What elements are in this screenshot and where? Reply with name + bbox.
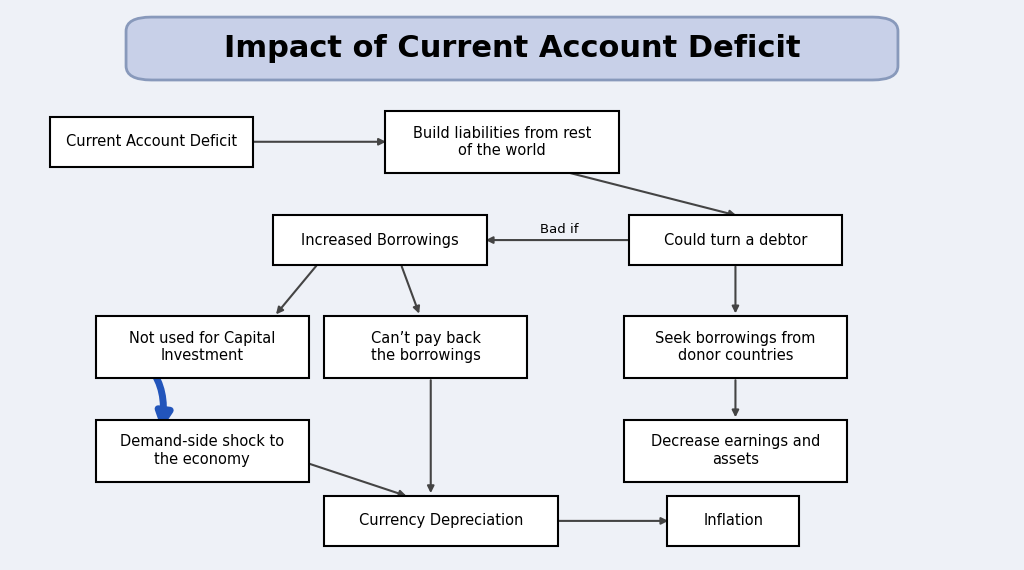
Text: Could turn a debtor: Could turn a debtor (664, 233, 807, 247)
Text: Currency Depreciation: Currency Depreciation (358, 514, 523, 528)
Text: Demand-side shock to
the economy: Demand-side shock to the economy (120, 434, 285, 467)
FancyBboxPatch shape (50, 116, 253, 167)
Text: Bad if: Bad if (541, 222, 579, 235)
FancyBboxPatch shape (624, 316, 847, 378)
FancyBboxPatch shape (126, 17, 898, 80)
FancyBboxPatch shape (95, 316, 309, 378)
FancyBboxPatch shape (629, 215, 842, 266)
Text: Increased Borrowings: Increased Borrowings (301, 233, 459, 247)
Text: Decrease earnings and
assets: Decrease earnings and assets (651, 434, 820, 467)
FancyBboxPatch shape (624, 420, 847, 482)
Text: Inflation: Inflation (703, 514, 764, 528)
Text: Not used for Capital
Investment: Not used for Capital Investment (129, 331, 275, 363)
FancyBboxPatch shape (325, 316, 527, 378)
FancyBboxPatch shape (273, 215, 486, 266)
Text: Build liabilities from rest
of the world: Build liabilities from rest of the world (413, 125, 591, 158)
FancyBboxPatch shape (668, 496, 800, 546)
Text: Can’t pay back
the borrowings: Can’t pay back the borrowings (371, 331, 480, 363)
Text: Impact of Current Account Deficit: Impact of Current Account Deficit (223, 34, 801, 63)
Text: Seek borrowings from
donor countries: Seek borrowings from donor countries (655, 331, 816, 363)
FancyBboxPatch shape (325, 496, 558, 546)
FancyBboxPatch shape (385, 111, 618, 173)
FancyBboxPatch shape (95, 420, 309, 482)
Text: Current Account Deficit: Current Account Deficit (66, 135, 237, 149)
